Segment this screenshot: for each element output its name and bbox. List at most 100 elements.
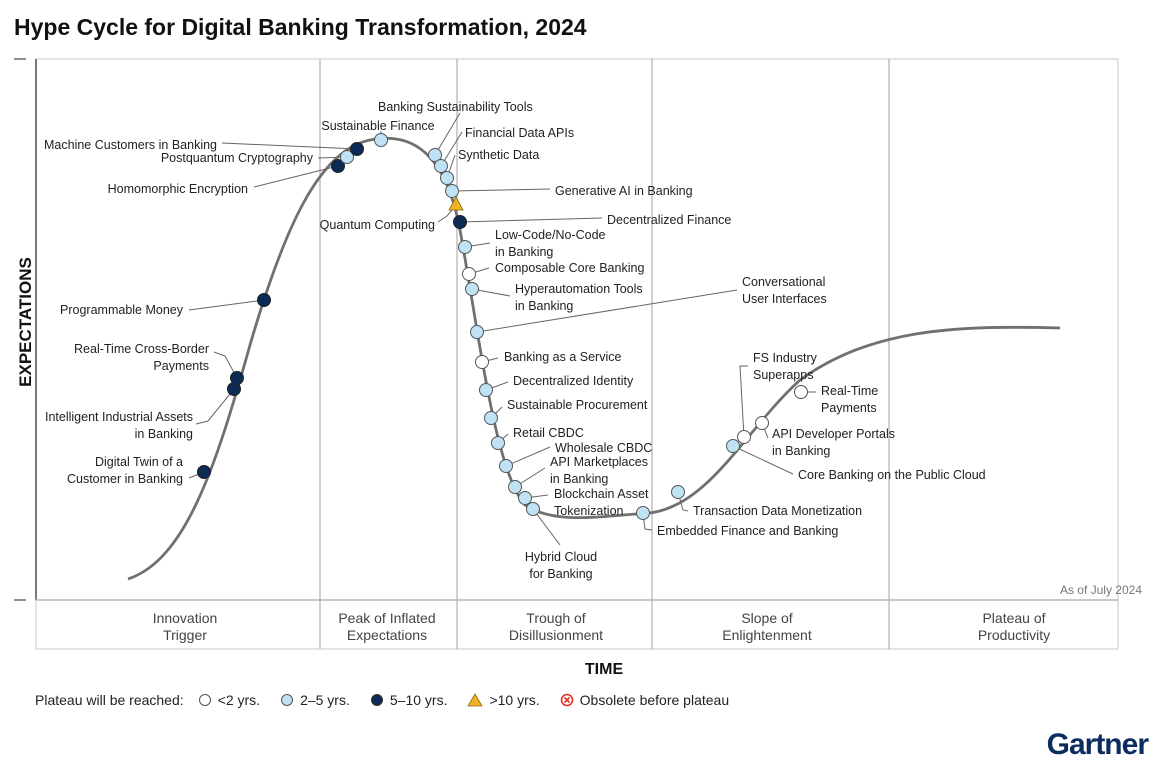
- circle-x-red-icon: [560, 693, 573, 707]
- leader-line: [221, 142, 358, 150]
- tech-marker: [499, 459, 513, 473]
- triangle-yellow-icon: [467, 693, 484, 707]
- tech-label: Conversational User Interfaces: [742, 275, 827, 306]
- circle-white-icon: [198, 694, 211, 706]
- tech-marker: [458, 240, 472, 254]
- tech-marker: [197, 465, 211, 479]
- leader-line: [459, 217, 603, 223]
- circle-navy-icon: [370, 694, 383, 706]
- tech-label: Wholesale CBDC: [555, 441, 652, 455]
- tech-marker: [755, 416, 769, 430]
- tech-label: Intelligent Industrial Assets in Banking: [45, 410, 193, 441]
- hype-cycle-chart: Innovation Trigger Peak of Inflated Expecta…: [14, 58, 1142, 678]
- x-axis-label: TIME: [585, 661, 624, 678]
- legend-item-lt2: <2 yrs.: [198, 692, 260, 708]
- tech-marker: [526, 502, 540, 516]
- tech-label: Low-Code/No-Code in Banking: [495, 228, 606, 259]
- tech-label: API Marketplaces in Banking: [550, 455, 648, 486]
- tech-marker: [484, 411, 498, 425]
- phase-label: Innovation Trigger: [153, 610, 218, 643]
- leader-line: [451, 188, 551, 192]
- leader-line: [732, 445, 794, 475]
- tech-marker: [470, 325, 484, 339]
- tech-marker: [475, 355, 489, 369]
- chart-title: Hype Cycle for Digital Banking Transform…: [14, 14, 587, 40]
- tech-marker: [462, 267, 476, 281]
- tech-label: Homomorphic Encryption: [108, 182, 248, 196]
- tech-marker: [445, 184, 459, 198]
- tech-label: Sustainable Procurement: [507, 398, 648, 412]
- tech-label: FS Industry Superapps: [753, 351, 818, 382]
- tech-label: Hyperautomation Tools in Banking: [515, 282, 643, 313]
- phase-label: Trough of Disillusionment: [509, 610, 603, 643]
- tech-marker: [440, 171, 454, 185]
- legend: Plateau will be reached: <2 yrs. 2–5 yrs…: [35, 690, 749, 710]
- as-of-label: As of July 2024: [1060, 583, 1142, 597]
- tech-label: Real-Time Payments: [821, 384, 878, 415]
- tech-marker: [350, 142, 364, 156]
- tech-marker: [331, 159, 345, 173]
- leader-line: [739, 365, 748, 438]
- tech-label: Sustainable Finance: [321, 119, 434, 133]
- tech-marker: [508, 480, 522, 494]
- legend-item-gt10: >10 yrs.: [467, 692, 540, 708]
- legend-item-obsolete: Obsolete before plateau: [560, 692, 729, 708]
- tech-marker: [636, 506, 650, 520]
- tech-label: Real-Time Cross-Border Payments: [74, 342, 209, 373]
- leader-line: [253, 165, 339, 188]
- tech-marker: [479, 383, 493, 397]
- tech-marker: [491, 436, 505, 450]
- tech-label: Generative AI in Banking: [555, 184, 693, 198]
- phase-label: Plateau of Productivity: [978, 610, 1050, 643]
- tech-label: Blockchain Asset Tokenization: [554, 487, 649, 518]
- tech-label: Decentralized Finance: [607, 213, 731, 227]
- tech-label: Programmable Money: [60, 303, 184, 317]
- phase-label: Slope of Enlightenment: [722, 610, 812, 643]
- tech-label: Postquantum Cryptography: [161, 151, 314, 165]
- phase-label: Peak of Inflated Expectations: [338, 610, 435, 643]
- leader-line: [195, 388, 235, 425]
- tech-marker: [428, 148, 442, 162]
- tech-marker: [737, 430, 751, 444]
- tech-label: Financial Data APIs: [465, 126, 574, 140]
- tech-label: Retail CBDC: [513, 426, 584, 440]
- tech-label: API Developer Portals in Banking: [772, 427, 895, 458]
- tech-marker: [230, 371, 244, 385]
- leader-line: [434, 112, 461, 156]
- tech-label: Banking as a Service: [504, 350, 621, 364]
- tech-label: Digital Twin of a Customer in Banking: [67, 455, 183, 486]
- tech-label: Composable Core Banking: [495, 261, 644, 275]
- leader-line: [213, 351, 238, 379]
- tech-label: Core Banking on the Public Cloud: [798, 468, 986, 482]
- tech-marker: [453, 215, 467, 229]
- tech-marker: [340, 150, 354, 164]
- tech-label: Quantum Computing: [320, 218, 435, 232]
- tech-label: Transaction Data Monetization: [693, 504, 862, 518]
- tech-marker: [518, 491, 532, 505]
- tech-marker: [726, 439, 740, 453]
- tech-label: Decentralized Identity: [513, 374, 634, 388]
- legend-item-5to10: 5–10 yrs.: [370, 692, 447, 708]
- gartner-logo: Gartner: [1046, 728, 1149, 761]
- tech-marker: [794, 385, 808, 399]
- legend-item-2to5: 2–5 yrs.: [280, 692, 350, 708]
- tech-label: Hybrid Cloud for Banking: [525, 550, 597, 581]
- tech-label: Embedded Finance and Banking: [657, 524, 838, 538]
- circle-lightblue-icon: [281, 694, 294, 706]
- tech-label: Banking Sustainability Tools: [378, 100, 533, 114]
- tech-marker: [374, 133, 388, 147]
- tech-marker: [465, 282, 479, 296]
- phase-band: [35, 599, 1119, 650]
- tech-marker: [448, 196, 464, 211]
- legend-title: Plateau will be reached:: [35, 692, 184, 708]
- leader-line: [188, 299, 265, 311]
- tech-marker: [257, 293, 271, 307]
- tech-label: Machine Customers in Banking: [44, 138, 217, 152]
- tech-marker: [671, 485, 685, 499]
- y-axis-label: EXPECTATIONS: [16, 257, 35, 387]
- leader-line: [532, 508, 561, 546]
- leader-line: [505, 446, 551, 467]
- tech-label: Synthetic Data: [458, 148, 539, 162]
- leader-line: [476, 289, 738, 333]
- tech-marker: [434, 159, 448, 173]
